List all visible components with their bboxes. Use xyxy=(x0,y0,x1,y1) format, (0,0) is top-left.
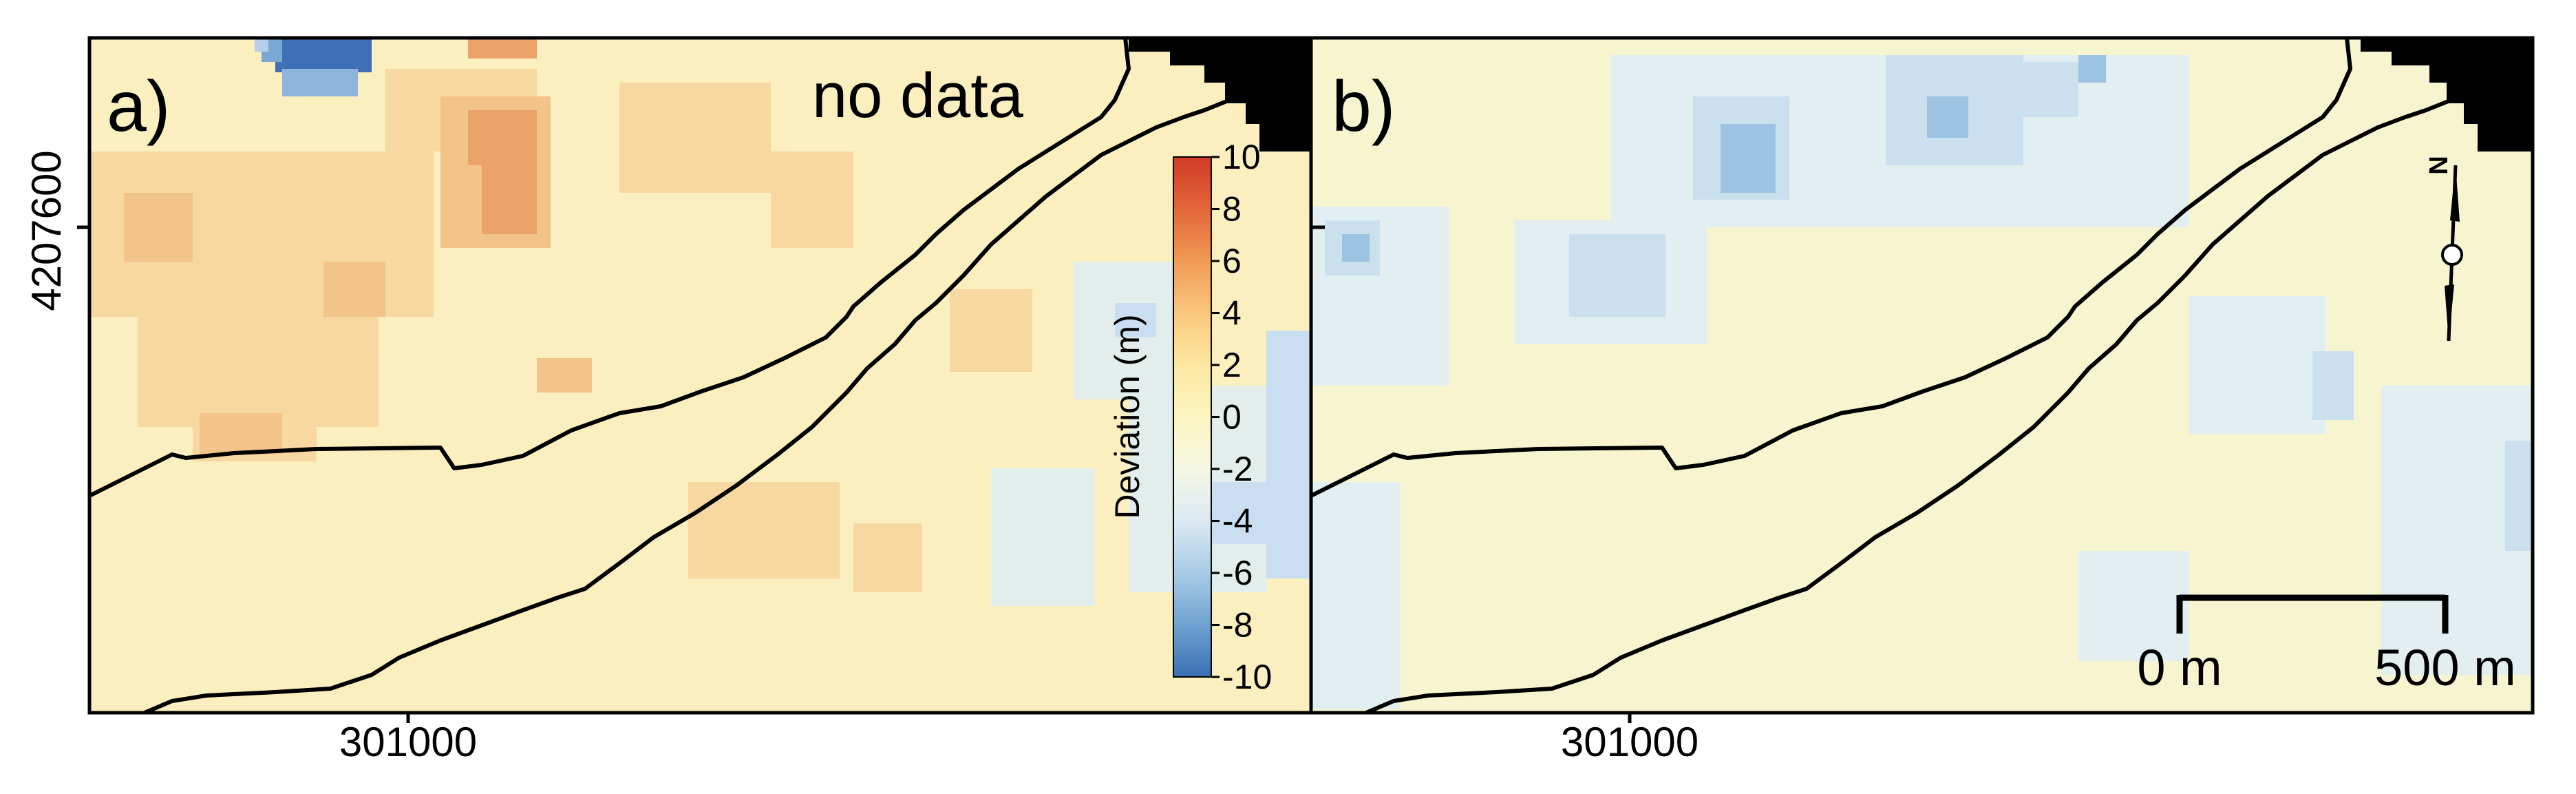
panel-a-raster xyxy=(89,38,1311,713)
colorbar-tick-label: 6 xyxy=(1222,242,1242,280)
colorbar: 10 8 6 4 2 0 -2 -4 -6 -8 -10 Deviation (m) xyxy=(1108,138,1272,696)
scale-bar-start-label: 0 m xyxy=(2137,639,2222,696)
colorbar-ticks: 10 8 6 4 2 0 -2 -4 -6 -8 -10 xyxy=(1211,138,1272,696)
north-arrow-label: N xyxy=(2425,156,2453,174)
colorbar-tick-label: -2 xyxy=(1222,450,1253,488)
colorbar-tick-label: 4 xyxy=(1222,294,1242,333)
colorbar-title: Deviation (m) xyxy=(1108,314,1147,519)
colorbar-tick-label: 8 xyxy=(1222,190,1242,229)
panel-b-frame xyxy=(1309,36,2535,715)
panel-b-x-tick-label: 301000 xyxy=(1561,719,1699,765)
scale-bar: 0 m 500 m xyxy=(2137,594,2516,696)
panel-a-label: a) xyxy=(107,67,170,147)
panel-a-y-tick-label: 4207600 xyxy=(23,150,70,311)
panel-a: a) no data 301000 4207600 xyxy=(23,36,1313,765)
scale-bar-end-label: 500 m xyxy=(2374,639,2516,696)
colorbar-tick-label: -6 xyxy=(1222,554,1253,592)
no-data-label: no data xyxy=(812,61,1024,131)
panel-a-x-tick-label: 301000 xyxy=(339,719,477,765)
north-arrow-icon: N xyxy=(2425,156,2463,342)
panel-b-raster xyxy=(1311,38,2533,713)
colorbar-tick-label: 2 xyxy=(1222,346,1242,384)
colorbar-tick-label: -4 xyxy=(1222,502,1253,541)
colorbar-tick-label: 0 xyxy=(1222,398,1242,437)
colorbar-ramp xyxy=(1173,156,1212,678)
colorbar-tick-label: 10 xyxy=(1222,138,1261,176)
colorbar-tick-label: -10 xyxy=(1222,658,1272,696)
colorbar-tick-label: -8 xyxy=(1222,606,1253,645)
panel-b: b) 301000 N 0 m 500 m xyxy=(1309,36,2535,765)
panel-b-label: b) xyxy=(1332,67,1395,147)
